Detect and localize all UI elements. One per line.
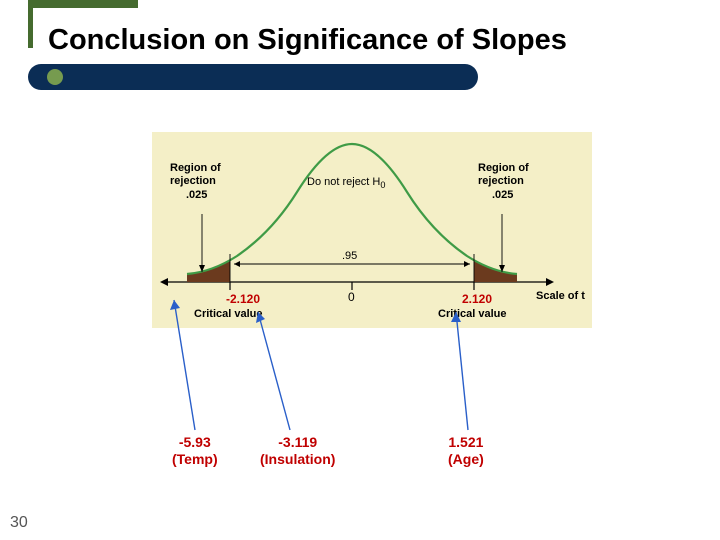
accent-bar-top bbox=[28, 0, 138, 8]
annotation-age-value: 1.521 bbox=[448, 434, 483, 450]
annotation-temp-value: -5.93 bbox=[179, 434, 211, 450]
annotation-age: 1.521 (Age) bbox=[448, 434, 484, 468]
crit-label-right: Critical value bbox=[438, 308, 506, 320]
annotation-insulation-value: -3.119 bbox=[278, 434, 317, 450]
annotation-insulation: -3.119 (Insulation) bbox=[260, 434, 335, 468]
accent-bar-side bbox=[28, 0, 33, 48]
critical-value-negative: -2.120 bbox=[226, 292, 260, 306]
title-underline-bar bbox=[28, 64, 478, 90]
right-region-label-1: Region of bbox=[478, 162, 529, 174]
right-region-label-2: rejection bbox=[478, 175, 524, 187]
annotation-temp: -5.93 (Temp) bbox=[172, 434, 218, 468]
zero-tick-label: 0 bbox=[348, 290, 355, 304]
annotation-age-name: (Age) bbox=[448, 451, 484, 467]
page-number: 30 bbox=[10, 514, 28, 532]
do-not-reject-label: Do not reject H0 bbox=[307, 176, 385, 190]
h0-sub: 0 bbox=[380, 180, 385, 190]
accent-dot bbox=[47, 69, 63, 85]
left-region-label-1: Region of bbox=[170, 162, 221, 174]
scale-label: Scale of t bbox=[536, 290, 585, 302]
distribution-chart: Region of rejection .025 Region of rejec… bbox=[152, 132, 592, 328]
annotation-temp-name: (Temp) bbox=[172, 451, 218, 467]
slide: Conclusion on Significance of Slopes bbox=[0, 0, 720, 540]
h0-text: Do not reject H bbox=[307, 176, 380, 188]
left-alpha: .025 bbox=[186, 189, 207, 201]
right-alpha: .025 bbox=[492, 189, 513, 201]
crit-label-left: Critical value bbox=[194, 308, 262, 320]
left-region-label-2: rejection bbox=[170, 175, 216, 187]
annotation-insulation-name: (Insulation) bbox=[260, 451, 335, 467]
page-title: Conclusion on Significance of Slopes bbox=[48, 24, 567, 57]
confidence-label: .95 bbox=[342, 250, 357, 262]
critical-value-positive: 2.120 bbox=[462, 292, 492, 306]
